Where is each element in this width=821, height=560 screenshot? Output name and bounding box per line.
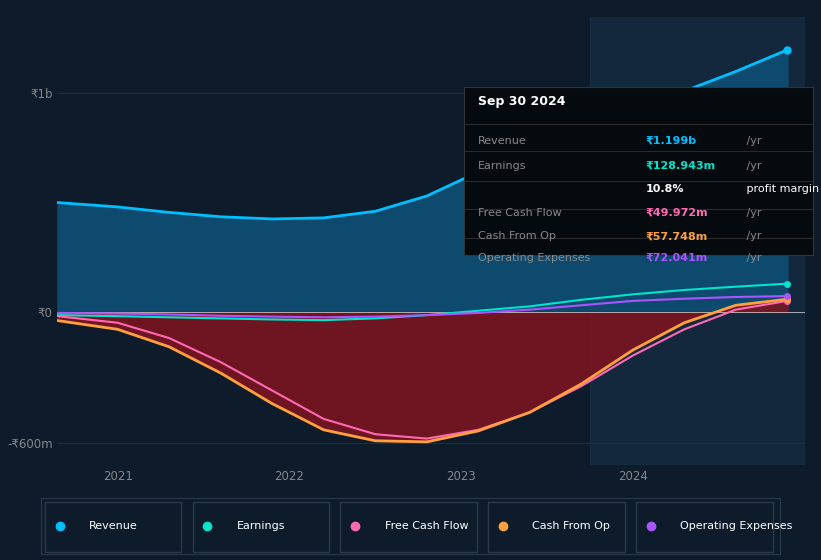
Text: Earnings: Earnings: [237, 521, 286, 531]
Text: Revenue: Revenue: [478, 136, 526, 146]
Text: /yr: /yr: [743, 231, 762, 241]
Text: profit margin: profit margin: [743, 184, 819, 194]
Text: Free Cash Flow: Free Cash Flow: [478, 208, 562, 218]
Text: /yr: /yr: [743, 208, 762, 218]
Text: /yr: /yr: [743, 253, 762, 263]
Text: Earnings: Earnings: [478, 161, 526, 171]
Text: ₹49.972m: ₹49.972m: [645, 208, 708, 218]
Text: ₹1.199b: ₹1.199b: [645, 136, 696, 146]
Text: Free Cash Flow: Free Cash Flow: [385, 521, 468, 531]
Text: ₹128.943m: ₹128.943m: [645, 161, 715, 171]
Text: 10.8%: 10.8%: [645, 184, 684, 194]
Text: Operating Expenses: Operating Expenses: [681, 521, 792, 531]
Text: ₹57.748m: ₹57.748m: [645, 231, 708, 241]
Text: Cash From Op: Cash From Op: [533, 521, 610, 531]
Text: /yr: /yr: [743, 136, 762, 146]
Text: ₹72.041m: ₹72.041m: [645, 253, 708, 263]
Text: Sep 30 2024: Sep 30 2024: [478, 95, 566, 108]
Bar: [590, 17, 805, 465]
Text: Revenue: Revenue: [89, 521, 138, 531]
Text: /yr: /yr: [743, 161, 762, 171]
Text: Cash From Op: Cash From Op: [478, 231, 556, 241]
Text: Operating Expenses: Operating Expenses: [478, 253, 590, 263]
